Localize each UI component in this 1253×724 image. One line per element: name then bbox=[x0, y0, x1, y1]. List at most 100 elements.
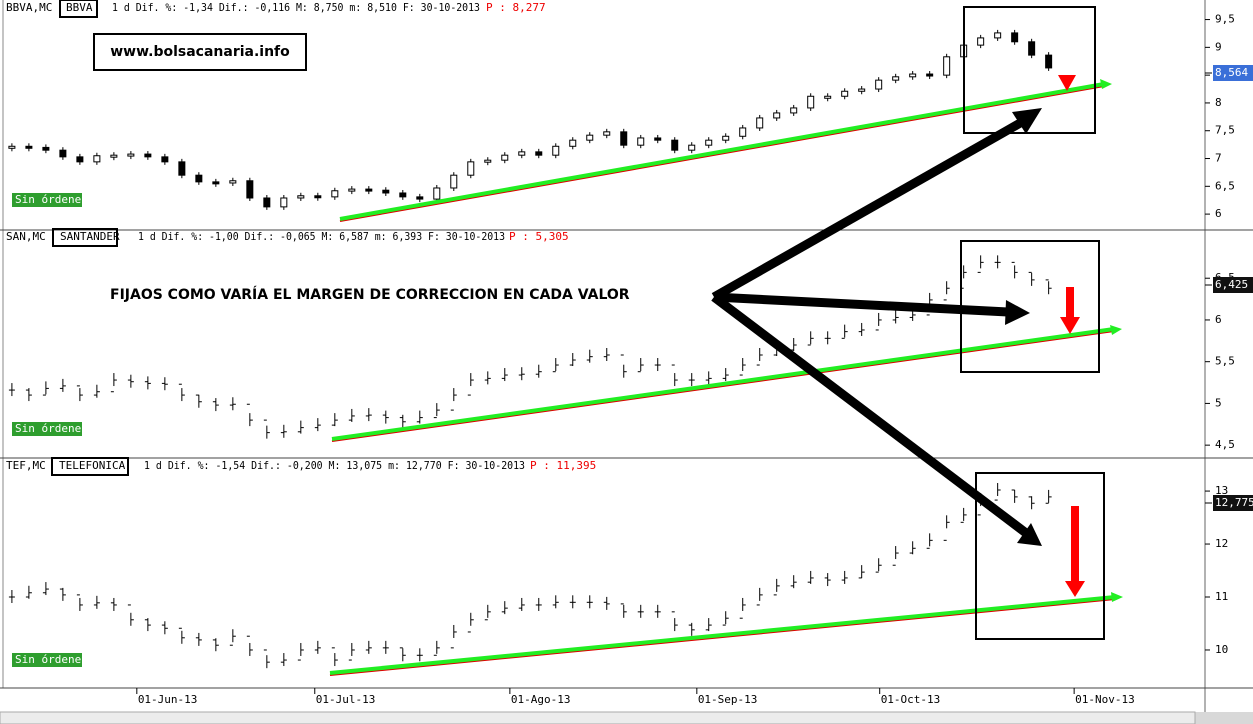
y-tick-label: 13 bbox=[1215, 484, 1228, 497]
candle-body bbox=[943, 56, 951, 76]
ticker: BBVA bbox=[66, 1, 93, 14]
candle-body bbox=[1045, 54, 1053, 69]
trend-line bbox=[331, 327, 1115, 441]
price-label: P : 11,395 bbox=[530, 459, 596, 472]
price-label: P : 5,305 bbox=[509, 230, 569, 243]
red-arrow bbox=[1058, 75, 1076, 91]
candle-body bbox=[59, 149, 67, 158]
x-tick-label: 01-Jul-13 bbox=[316, 693, 376, 706]
red-arrow bbox=[1065, 581, 1085, 597]
candle-body bbox=[382, 189, 390, 194]
candle-body bbox=[365, 188, 373, 192]
x-tick-label: 01-Jun-13 bbox=[138, 693, 198, 706]
symbol: TEF,MC bbox=[6, 459, 46, 472]
y-tick-label: 6 bbox=[1215, 207, 1222, 220]
candle-body bbox=[620, 131, 628, 146]
candle-body bbox=[348, 188, 356, 192]
candle-body bbox=[1011, 32, 1019, 43]
red-arrow bbox=[1071, 506, 1079, 582]
status-badge bbox=[12, 653, 82, 667]
candle-body bbox=[331, 190, 339, 198]
symbol: SAN,MC bbox=[6, 230, 46, 243]
arrow bbox=[713, 292, 1009, 317]
y-tick-label: 7 bbox=[1215, 152, 1222, 165]
x-tick-label: 01-Nov-13 bbox=[1075, 693, 1135, 706]
candle-body bbox=[467, 161, 475, 176]
y-tick-label: 5,5 bbox=[1215, 355, 1235, 368]
candle-body bbox=[807, 95, 815, 109]
ticker-box bbox=[59, 0, 98, 18]
red-arrow bbox=[1066, 287, 1074, 317]
candle-body bbox=[416, 196, 424, 200]
price-label: P : 8,277 bbox=[486, 1, 546, 14]
candle-body bbox=[909, 73, 917, 78]
ticker: SANTANDER bbox=[60, 230, 120, 243]
candle-body bbox=[195, 174, 203, 183]
candle-body bbox=[688, 144, 696, 151]
status-badge bbox=[12, 193, 82, 207]
candle-body bbox=[756, 117, 764, 129]
scroll-track[interactable] bbox=[0, 711, 1196, 724]
trend-arrowhead bbox=[1100, 79, 1112, 89]
candle-body bbox=[569, 139, 577, 147]
candle-body bbox=[994, 32, 1002, 39]
candle-body bbox=[603, 131, 611, 136]
highlight-box bbox=[975, 472, 1105, 640]
trend-line bbox=[339, 82, 1105, 221]
candle-body bbox=[790, 107, 798, 114]
candle-body bbox=[586, 134, 594, 141]
candle-body bbox=[314, 195, 322, 199]
y-tick-label: 9 bbox=[1215, 40, 1222, 53]
overlays bbox=[329, 6, 1123, 676]
candle-body bbox=[773, 112, 781, 119]
info: 1 d Dif. %: -1,34 Dif.: -0,116 M: 8,750 … bbox=[112, 1, 480, 14]
status: Sin órdenes bbox=[15, 193, 88, 206]
x-tick-label: 01-Oct-13 bbox=[881, 693, 941, 706]
y-tick-label: 9,5 bbox=[1215, 13, 1235, 26]
candle-body bbox=[892, 76, 900, 81]
y-tick-label: 6,5 bbox=[1215, 179, 1235, 192]
candle-body bbox=[501, 154, 509, 161]
last-label: 6,425 bbox=[1215, 278, 1248, 291]
y-tick-label: 5 bbox=[1215, 396, 1222, 409]
x-tick-label: 01-Sep-13 bbox=[698, 693, 758, 706]
status: Sin órdenes bbox=[15, 422, 88, 435]
annotation: FIJAOS COMO VARÍA EL MARGEN DE CORRECCIO… bbox=[110, 286, 630, 303]
watermark-box bbox=[93, 33, 307, 71]
candle-body bbox=[280, 197, 288, 208]
y-tick-label: 8 bbox=[1215, 96, 1222, 109]
candle-body bbox=[297, 195, 305, 199]
candle-body bbox=[535, 151, 543, 156]
candle-body bbox=[161, 156, 169, 163]
candle-body bbox=[654, 137, 662, 141]
y-tick-label: 6 bbox=[1215, 313, 1222, 326]
last-label-bg bbox=[1213, 277, 1253, 293]
candle-body bbox=[841, 90, 849, 97]
candle-body bbox=[110, 154, 118, 158]
arrow bbox=[711, 293, 1029, 537]
info: 1 d Dif. %: -1,54 Dif.: -0,200 M: 13,075… bbox=[144, 459, 525, 472]
candle-body bbox=[1028, 41, 1036, 56]
last-label-bg bbox=[1213, 495, 1253, 511]
candle-body bbox=[246, 180, 254, 199]
candle-body bbox=[93, 155, 101, 163]
candle-body bbox=[399, 192, 407, 198]
arrowhead bbox=[1012, 108, 1042, 134]
candle-body bbox=[178, 161, 186, 176]
y-tick-label: 10 bbox=[1215, 643, 1228, 656]
candle-body bbox=[671, 139, 679, 151]
red-arrow bbox=[1060, 317, 1080, 334]
candle-body bbox=[76, 156, 84, 163]
y-tick-label: 7,5 bbox=[1215, 124, 1235, 137]
arrowhead bbox=[1017, 523, 1042, 546]
candle-body bbox=[875, 79, 883, 90]
candle-body bbox=[433, 187, 441, 200]
arrow bbox=[711, 118, 1025, 301]
trend-arrowhead bbox=[1111, 592, 1123, 602]
info: 1 d Dif. %: -1,00 Dif.: -0,065 M: 6,587 … bbox=[138, 230, 505, 243]
y-tick-label: 11 bbox=[1215, 590, 1228, 603]
status: Sin órdenes bbox=[15, 653, 88, 666]
candle-body bbox=[212, 181, 220, 185]
